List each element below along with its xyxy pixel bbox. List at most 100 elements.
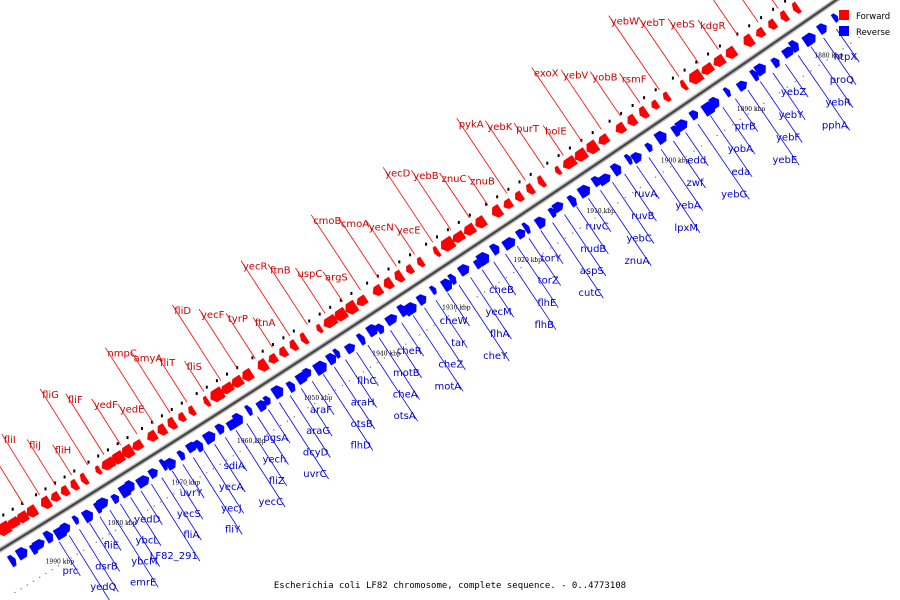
scale-dot [232,455,235,457]
gene-label-flii: fliI [4,435,16,446]
inner-track-mark [63,475,66,479]
forward-leader-yedf [91,398,121,445]
reverse-leader-sdia [224,437,248,472]
forward-leader-yebk [484,120,526,181]
scale-dot [14,591,16,594]
reverse-leader-flhe [516,245,559,309]
forward-leader-yebn [771,0,779,9]
scale-dot [724,129,726,131]
reverse-gene-glyph [332,348,341,359]
reverse-leader-yebg [697,123,750,200]
forward-gene-glyph [768,18,779,30]
forward-gene-glyph [503,198,515,210]
gene-label-sdia: sdiA [224,461,245,472]
scale-dot [57,565,60,567]
reverse-leader-flhc [356,352,379,387]
gene-label-flhd: flhD [350,440,371,451]
forward-gene-glyph [334,306,349,322]
map-caption: Escherichia coli LF82 chromosome, comple… [274,581,626,591]
reverse-gene-glyph [147,468,158,480]
reverse-leader-ybcm [119,503,160,567]
reverse-leader-emre [109,509,159,588]
inner-track-mark [683,68,686,72]
scale-dot [101,537,104,540]
forward-gene-glyph [257,357,270,372]
forward-gene-glyph [372,283,385,297]
forward-gene-glyph [562,154,578,170]
inner-track-mark [73,469,76,473]
gene-label-uvrc: uvrC [303,469,326,480]
forward-gene-glyph [0,520,13,537]
forward-gene-glyph [743,33,756,48]
reverse-gene-glyph [566,194,578,208]
reverse-leader-lpxm [648,157,701,234]
scale-tick-label: 1930 kbp [442,304,471,311]
reverse-leader-yedq [79,529,119,593]
gene-label-ybcm: ybcM [131,557,157,568]
forward-leader-hole [542,125,564,156]
forward-gene-glyph [689,68,705,85]
forward-gene-glyph [514,190,526,202]
reverse-gene-glyph [117,483,132,499]
inner-track-mark [160,414,163,418]
gene-label-znua: znuA [625,256,650,267]
forward-gene-glyph [713,53,727,68]
gene-label-yecr: yecR [243,262,268,273]
gene-label-kdgr: kdgR [700,21,725,32]
scale-dot [307,407,309,409]
scale-dot [433,324,435,327]
forward-gene-glyph [26,504,40,518]
reverse-gene-glyph [521,222,531,235]
scale-dot [259,437,261,440]
gene-label-ybcl: ybcL [136,536,160,547]
reverse-leader-cher [401,322,425,357]
reverse-gene-glyph [533,216,546,230]
gene-label-yedd: yedD [134,515,160,526]
forward-leader-yede [117,403,138,435]
inner-track-mark [106,448,109,452]
gene-label-nmpc: nmpC [107,349,136,360]
scale-dot [462,305,464,308]
scale-dot [206,472,208,474]
scale-dot [842,48,844,50]
gene-label-cmoa: cmoA [341,219,369,230]
forward-gene-glyph [289,339,300,352]
scale-dot [716,134,718,137]
gene-label-yebv: yebV [563,71,588,82]
forward-gene-labels: yobDyebNcspCyebOkdgRyebSyebTyebWrsmFyobB… [0,0,779,506]
reverse-gene-glyph [193,439,204,453]
scale-dot [51,568,53,571]
gene-label-flhe: flhE [537,298,556,309]
forward-gene-glyph [463,222,478,236]
reverse-gene-glyph [415,294,427,306]
reverse-gene-glyph [749,69,760,82]
forward-leader-cspc [742,0,759,23]
reverse-gene-glyph [801,32,816,48]
scale-dot [376,361,379,364]
reverse-leader-ruva [636,165,660,200]
inner-track-mark [707,52,710,56]
forward-gene-glyph [755,26,767,38]
scale-dot [362,371,365,373]
reverse-gene-glyph [653,130,667,146]
reverse-gene-glyph [158,458,168,472]
reverse-leader-proq [823,37,857,86]
reverse-leader-edd [685,132,709,166]
scale-tick-label: 1950 kbp [304,395,333,402]
gene-label-yeba: yebA [675,201,700,212]
reverse-gene-glyph [576,184,591,199]
gene-label-flij: fliJ [29,440,41,451]
scale-dot [632,191,634,194]
reverse-gene-glyph [285,381,296,394]
forward-leader-flis [184,360,205,392]
scale-tick-label: 1880 kbp [814,52,843,59]
scale-dot [571,232,574,234]
reverse-leader-dsrb [89,522,121,572]
forward-gene-glyph [220,381,235,395]
forward-gene-glyph [406,263,416,275]
forward-leader-nmpc [105,347,154,424]
legend-reverse-label: Reverse [856,28,890,38]
scale-dot [616,202,619,204]
forward-gene-glyph [202,395,212,408]
gene-label-chew: cheW [440,316,468,327]
